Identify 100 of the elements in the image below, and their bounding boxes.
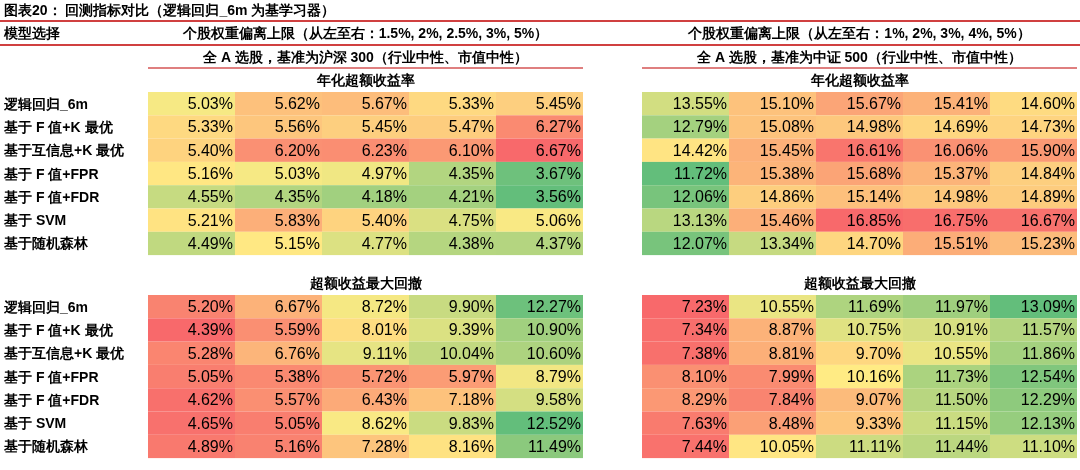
cell-label: 5.45% [535,95,581,113]
cell-label: 4.35% [274,188,320,206]
cell-label: 14.73% [1020,118,1075,136]
cell-label: 7.44% [681,437,727,455]
cell-label: 15.08% [759,118,814,136]
ytick: 基于 F 值+FDR [4,391,100,408]
annotation: 模型选择 [4,25,60,41]
cell-label: 15.45% [759,141,814,159]
cell-label: 10.90% [526,321,581,339]
cell-label: 16.67% [1020,211,1075,229]
cell-label: 8.29% [681,391,727,409]
cell-label: 5.56% [274,118,320,136]
ytick: 基于 F 值+FPR [4,165,99,182]
annotation: 超额收益最大回撤 [309,275,422,291]
cell-label: 13.09% [1020,298,1075,316]
ytick: 基于 F 值+FPR [4,368,99,385]
cell-label: 16.85% [846,211,901,229]
cell-label: 11.49% [527,437,581,455]
cell-label: 10.91% [933,321,988,339]
ytick: 逻辑回归_6m [4,95,89,112]
ytick: 基于 SVM [4,415,67,432]
cell-label: 7.84% [768,391,814,409]
ytick: 基于 F 值+K 最优 [4,118,113,135]
cell-label: 6.23% [361,141,407,159]
cell-label: 10.75% [846,321,901,339]
annotation: 个股权重偏离上限（从左至右：1%, 2%, 3%, 4%, 5%） [688,25,1031,41]
annotation: 个股权重偏离上限（从左至右：1.5%, 2%, 2.5%, 3%, 5%） [182,25,549,41]
cell-label: 5.20% [187,298,233,316]
cell-label: 5.16% [187,165,233,183]
cell-label: 6.20% [274,141,320,159]
cell-label: 4.97% [361,165,407,183]
cell-label: 10.05% [759,437,814,455]
cell-label: 15.68% [846,165,901,183]
cell-label: 15.51% [933,234,988,252]
cell-label: 12.54% [1020,368,1075,386]
cell-label: 13.55% [672,95,727,113]
cell-label: 16.75% [933,211,988,229]
cell-label: 8.72% [361,298,407,316]
cell-label: 4.75% [448,211,494,229]
cell-label: 5.05% [187,368,233,386]
cell-label: 7.23% [681,298,727,316]
cell-label: 5.03% [274,165,320,183]
cell-label: 8.79% [535,368,581,386]
cell-label: 4.18% [361,188,407,206]
cell-label: 4.39% [187,321,233,339]
ytick: 基于随机森林 [4,438,88,455]
cell-label: 5.15% [274,234,320,252]
cell-label: 7.34% [681,321,727,339]
cell-label: 5.33% [187,118,233,136]
annotation: 超额收益最大回撤 [803,275,916,291]
ytick: 基于 SVM [4,212,67,229]
cell-label: 9.90% [448,298,494,316]
cell-label: 5.45% [361,118,407,136]
cell-label: 6.76% [274,344,320,362]
cell-label: 14.69% [933,118,988,136]
cell-label: 4.38% [448,234,494,252]
cell-label: 5.59% [274,321,320,339]
ytick: 基于互信息+K 最优 [4,345,125,362]
cell-label: 5.28% [187,344,233,362]
cell-label: 11.50% [934,391,988,409]
cell-label: 10.60% [526,344,581,362]
cell-label: 15.41% [933,95,988,113]
cell-label: 8.01% [361,321,407,339]
cell-label: 5.40% [187,141,233,159]
cell-label: 4.62% [187,391,233,409]
cell-label: 4.65% [187,414,233,432]
cell-label: 11.10% [1021,437,1075,455]
cell-label: 15.23% [1020,234,1075,252]
cell-label: 11.15% [934,414,988,432]
cell-label: 4.37% [535,234,581,252]
cell-label: 6.27% [535,118,581,136]
cell-label: 14.86% [759,188,814,206]
ytick: 基于随机森林 [4,235,88,252]
cell-label: 8.62% [361,414,407,432]
cell-label: 11.72% [673,165,727,183]
cell-label: 15.38% [759,165,814,183]
cell-label: 4.89% [187,437,233,455]
cell-label: 14.70% [846,234,901,252]
cell-label: 14.42% [672,141,727,159]
cell-label: 10.16% [846,368,901,386]
cell-label: 14.84% [1020,165,1075,183]
cell-label: 15.10% [759,95,814,113]
cell-label: 6.67% [274,298,320,316]
cell-label: 12.52% [526,414,581,432]
cell-label: 5.03% [187,95,233,113]
ytick: 基于 F 值+K 最优 [4,321,113,338]
cell-label: 5.16% [274,437,320,455]
cell-label: 7.63% [681,414,727,432]
cell-label: 12.06% [672,188,727,206]
cell-label: 7.99% [768,368,814,386]
cell-label: 12.79% [672,118,727,136]
cell-label: 11.44% [934,437,988,455]
cell-label: 11.57% [1021,321,1075,339]
cell-label: 13.34% [759,234,814,252]
cell-label: 11.97% [934,298,988,316]
cell-label: 13.13% [672,211,727,229]
cell-label: 4.49% [187,234,233,252]
annotation: 年化超额收益率 [810,72,909,88]
cell-label: 5.21% [187,211,233,229]
cell-label: 15.46% [759,211,814,229]
